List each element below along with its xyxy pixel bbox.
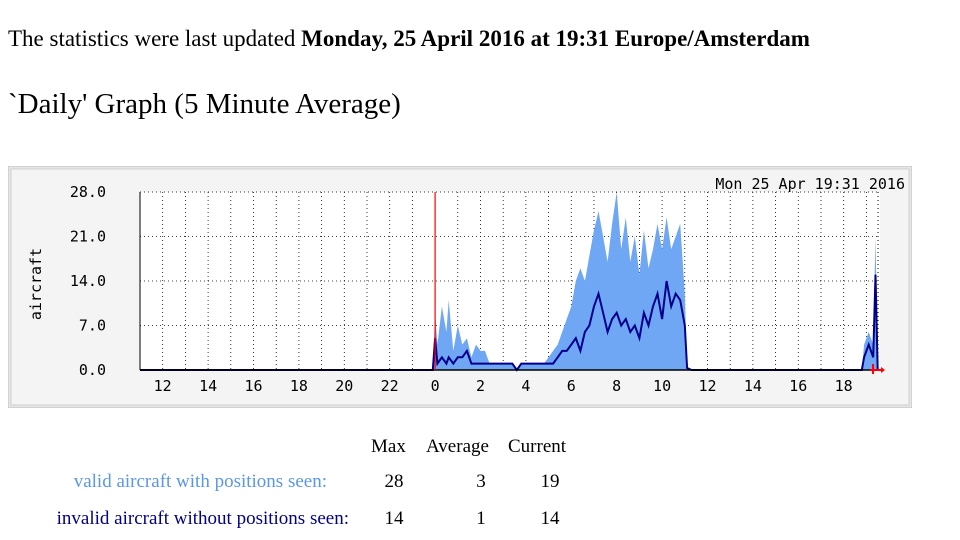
x-tick-label: 18 — [835, 377, 853, 395]
graph-timestamp: Mon 25 Apr 19:31 2016 — [715, 175, 905, 193]
x-tick-label: 12 — [154, 377, 172, 395]
valid-current: 19 — [540, 471, 560, 492]
y-tick-label: 21.0 — [70, 228, 106, 246]
valid-average: 3 — [476, 471, 486, 492]
tick-labels: 28.0 21.0 14.0 7.0 0.0 12 14 16 18 20 22 0 2 4 6 8 10 12 1… — [70, 183, 853, 395]
x-axis-arrow — [881, 367, 885, 373]
daily-graph-svg: 28.0 21.0 14.0 7.0 0.0 12 14 16 18 20 22 0 2 4 6 8 10 12 1… — [7, 165, 913, 409]
x-tick-label: 12 — [698, 377, 716, 395]
invalid-row-label: invalid aircraft without positions seen: — [56, 508, 349, 529]
updated-prefix: The statistics were last updated — [8, 26, 296, 51]
y-tick-label: 7.0 — [79, 317, 106, 335]
invalid-max: 14 — [384, 508, 404, 529]
x-tick-label: 6 — [567, 377, 576, 395]
x-tick-label: 2 — [476, 377, 485, 395]
invalid-aircraft-line — [140, 274, 879, 372]
x-tick-label: 8 — [612, 377, 621, 395]
last-updated-text: The statistics were last updated Monday,… — [8, 26, 810, 52]
daily-graph: 28.0 21.0 14.0 7.0 0.0 12 14 16 18 20 22 0 2 4 6 8 10 12 1… — [7, 165, 913, 409]
grid-lines — [139, 191, 880, 371]
invalid-current: 14 — [540, 508, 560, 529]
valid-row-label: valid aircraft with positions seen: — [73, 471, 327, 492]
y-tick-label: 14.0 — [70, 272, 106, 290]
x-tick-label: 14 — [744, 377, 762, 395]
invalid-average: 1 — [476, 508, 486, 529]
header-current: Current — [508, 436, 567, 457]
x-tick-label: 10 — [653, 377, 671, 395]
x-tick-label: 18 — [290, 377, 308, 395]
x-tick-label: 0 — [431, 377, 440, 395]
graph-title: `Daily' Graph (5 Minute Average) — [8, 88, 401, 120]
x-tick-label: 16 — [789, 377, 807, 395]
x-tick-label: 4 — [521, 377, 530, 395]
y-tick-label: 28.0 — [70, 183, 106, 201]
series-lines — [139, 192, 885, 374]
x-tick-label: 14 — [199, 377, 217, 395]
header-average: Average — [426, 436, 489, 457]
valid-max: 28 — [384, 471, 404, 492]
updated-time: Monday, 25 April 2016 at 19:31 Europe/Am… — [301, 26, 810, 51]
stats-table: Max Average Current valid aircraft with … — [0, 432, 960, 540]
x-tick-label: 16 — [244, 377, 262, 395]
y-axis-label: aircraft — [27, 248, 45, 320]
header-max: Max — [371, 436, 406, 457]
x-tick-label: 22 — [381, 377, 399, 395]
x-tick-label: 20 — [335, 377, 353, 395]
y-tick-label: 0.0 — [79, 361, 106, 379]
